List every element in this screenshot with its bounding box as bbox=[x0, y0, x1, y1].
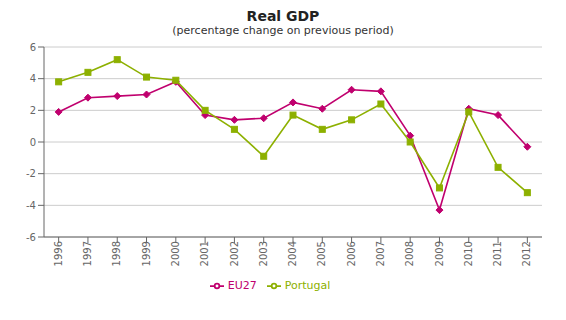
html-text:Portugal: Portugal bbox=[284, 279, 331, 292]
svg-text:2000: 2000 bbox=[170, 241, 181, 266]
svg-text:2001: 2001 bbox=[199, 241, 210, 266]
html-text:Real GDP: Real GDP bbox=[246, 8, 320, 24]
svg-text:2002: 2002 bbox=[229, 241, 240, 266]
svg-text:-6: -6 bbox=[26, 232, 36, 243]
svg-text:2008: 2008 bbox=[404, 241, 415, 266]
html-text:EU27: EU27 bbox=[227, 279, 257, 292]
svg-text:1998: 1998 bbox=[111, 241, 122, 266]
svg-text:2012: 2012 bbox=[521, 241, 532, 266]
svg-text:1996: 1996 bbox=[53, 241, 64, 266]
svg-text:-4: -4 bbox=[26, 200, 36, 211]
svg-text:1999: 1999 bbox=[141, 241, 152, 266]
svg-text:2004: 2004 bbox=[287, 241, 298, 266]
svg-text:2009: 2009 bbox=[434, 241, 445, 266]
svg-text:4: 4 bbox=[30, 73, 36, 84]
html-text:(percentage change on previous: (percentage change on previous period) bbox=[172, 24, 394, 37]
svg-text:2005: 2005 bbox=[316, 241, 327, 266]
svg-text:2006: 2006 bbox=[346, 241, 357, 266]
svg-text:1997: 1997 bbox=[82, 241, 93, 266]
svg-text:6: 6 bbox=[30, 42, 36, 53]
svg-text:0: 0 bbox=[30, 137, 36, 148]
svg-text:2003: 2003 bbox=[258, 241, 269, 266]
svg-text:2007: 2007 bbox=[375, 241, 386, 266]
svg-text:2: 2 bbox=[30, 105, 36, 116]
svg-text:2010: 2010 bbox=[463, 241, 474, 266]
svg-text:-2: -2 bbox=[26, 168, 36, 179]
svg-text:2011: 2011 bbox=[492, 241, 503, 266]
